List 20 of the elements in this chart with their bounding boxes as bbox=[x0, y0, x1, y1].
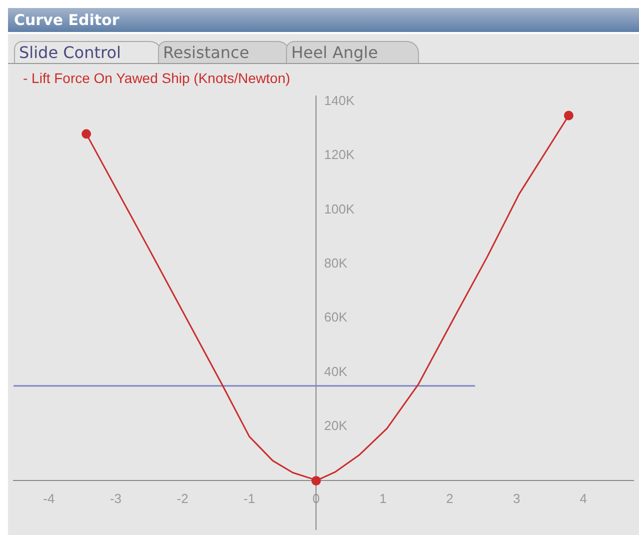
x-tick-label: -3 bbox=[110, 491, 122, 506]
y-tick-label: 40K bbox=[324, 364, 348, 379]
y-tick-label: 80K bbox=[324, 256, 348, 271]
x-tick-label: 2 bbox=[446, 491, 454, 506]
text: Heel Angle bbox=[286, 41, 419, 63]
text: Resistance bbox=[158, 41, 290, 63]
x-tick-label: -2 bbox=[176, 491, 188, 506]
text: - Lift Force On Yawed Ship (Knots/Newton) bbox=[23, 70, 290, 86]
y-tick-label: 60K bbox=[324, 310, 348, 325]
x-tick-label: -1 bbox=[244, 491, 256, 506]
y-tick-label: 20K bbox=[324, 418, 348, 434]
x-tick-label: 1 bbox=[379, 491, 387, 506]
x-tick-label: 4 bbox=[580, 491, 588, 506]
y-tick-label: 120K bbox=[324, 147, 355, 162]
y-tick-label: 140K bbox=[324, 92, 355, 108]
x-tick-label: -4 bbox=[43, 491, 55, 506]
text: Slide Control bbox=[14, 41, 162, 63]
x-tick-label: 3 bbox=[512, 491, 520, 506]
chart-title: Curve Editor bbox=[8, 8, 639, 32]
y-tick-label: 100K bbox=[324, 201, 355, 216]
